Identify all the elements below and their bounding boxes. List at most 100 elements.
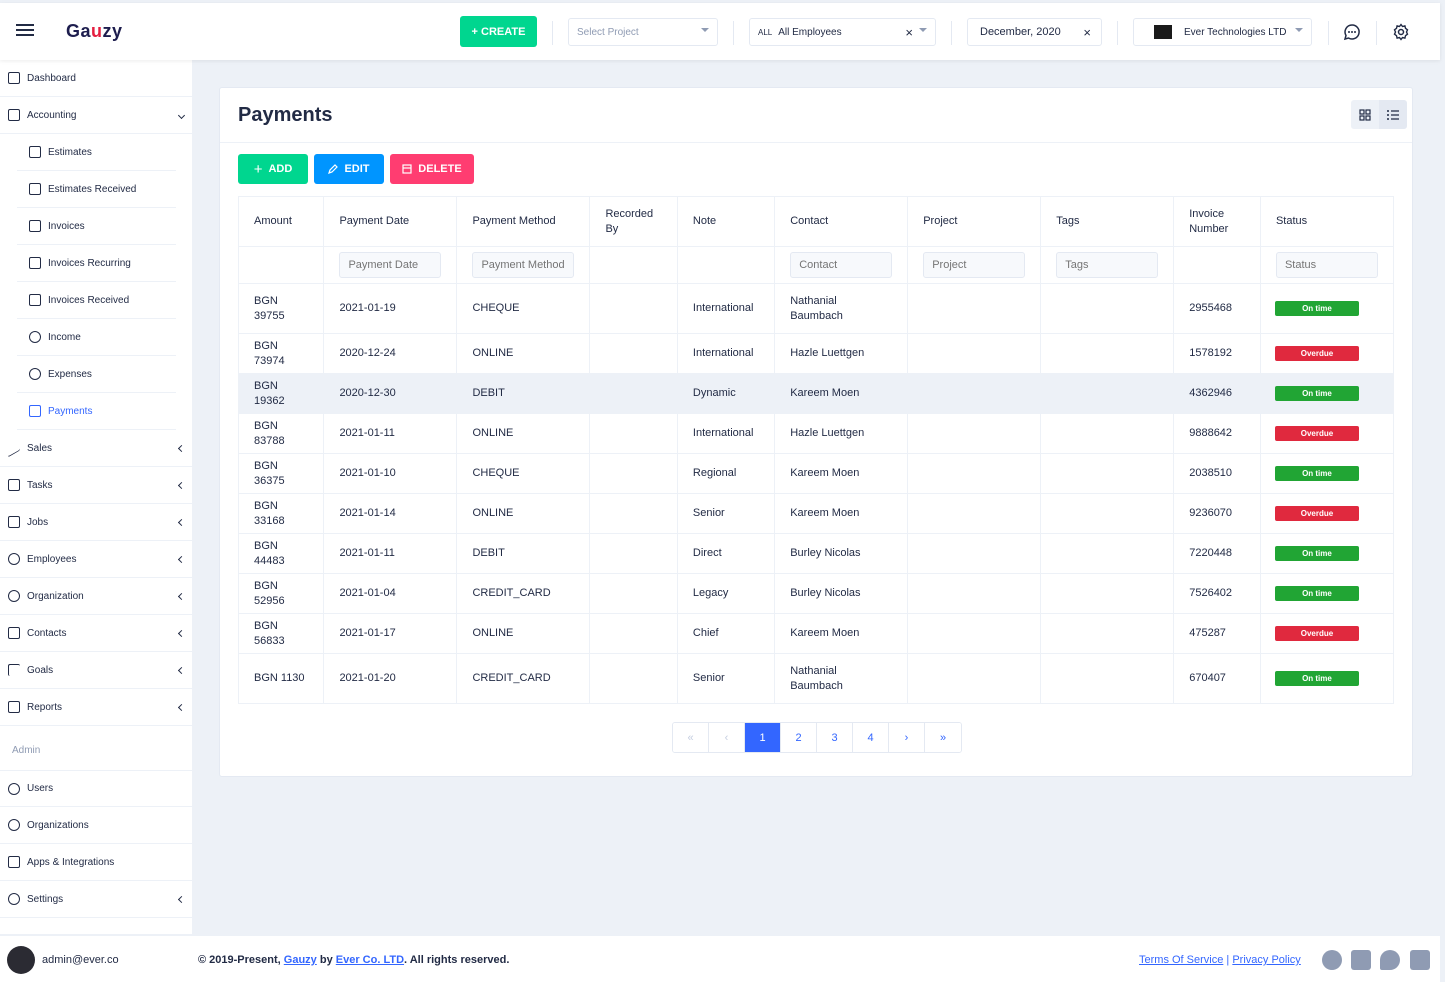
table-row[interactable]: BGN 44483 2021-01-11 DEBIT Direct Burley Nic… [238, 533, 1394, 574]
minus-circle-icon [29, 368, 41, 380]
edit-button[interactable]: EDIT [314, 154, 384, 184]
column-header-payment-method[interactable]: Payment Method [456, 196, 591, 247]
tags-filter[interactable] [1056, 252, 1159, 278]
project-select[interactable]: Select Project [568, 18, 718, 46]
sidebar-item-payments[interactable]: Payments [17, 393, 176, 430]
sidebar-item-goals[interactable]: Goals [0, 652, 192, 689]
sidebar-item-invoices-recurring[interactable]: Invoices Recurring [17, 245, 176, 282]
privacy-link[interactable]: Privacy Policy [1232, 954, 1301, 966]
terms-link[interactable]: Terms Of Service [1139, 954, 1224, 966]
sidebar-item-reports[interactable]: Reports [0, 689, 192, 726]
facebook-icon[interactable] [1351, 950, 1371, 970]
column-header-note[interactable]: Note [677, 196, 776, 247]
copyright-by: by [319, 954, 333, 966]
recorded-by-cell [589, 653, 678, 704]
sidebar-item-apps-integrations[interactable]: Apps & Integrations [0, 844, 192, 881]
logo-text-mark: u [91, 21, 103, 41]
linkedin-icon[interactable] [1410, 950, 1430, 970]
sidebar-item-sales[interactable]: Sales [0, 430, 192, 467]
briefcase-icon [8, 516, 20, 528]
sidebar-item-income[interactable]: Income [17, 319, 176, 356]
sidebar-item-label: Apps & Integrations [27, 856, 115, 868]
sidebar-item-organizations[interactable]: Organizations [0, 807, 192, 844]
amount-cell: BGN 56833 [238, 613, 325, 654]
page-button[interactable]: 4 [853, 723, 889, 752]
next-page-button[interactable]: › [889, 723, 925, 752]
column-header-invoice-number[interactable]: Invoice Number [1173, 196, 1261, 247]
sidebar-item-jobs[interactable]: Jobs [0, 504, 192, 541]
user-email: admin@ever.co [42, 954, 119, 966]
project-filter[interactable] [923, 252, 1026, 278]
ever-co-link[interactable]: Ever Co. LTD [335, 954, 405, 966]
create-button[interactable]: + CREATE [460, 16, 537, 47]
payment-date-filter[interactable] [339, 252, 442, 278]
status-filter[interactable] [1275, 252, 1378, 278]
date-picker[interactable]: December, 2020 × [967, 18, 1102, 46]
sidebar-item-dashboard[interactable]: Dashboard [0, 60, 192, 97]
sidebar-item-settings[interactable]: Settings [0, 881, 192, 918]
github-icon[interactable] [1322, 950, 1342, 970]
chat-icon[interactable] [1343, 23, 1361, 41]
table-row[interactable]: BGN 1130 2021-01-20 CREDIT_CARD Senior Natha… [238, 653, 1394, 704]
delete-button[interactable]: DELETE [390, 154, 474, 184]
contact-cell: Nathanial Baumbach [774, 653, 909, 704]
column-header-contact[interactable]: Contact [774, 196, 909, 247]
last-page-button[interactable]: » [925, 723, 961, 752]
gauzy-link[interactable]: Gauzy [283, 954, 317, 966]
table-row[interactable]: BGN 83788 2021-01-11 ONLINE International Ha… [238, 413, 1394, 454]
list-view-icon[interactable] [1379, 100, 1407, 129]
grid-view-icon[interactable] [1351, 100, 1379, 129]
organization-select[interactable]: Ever Technologies LTD [1133, 18, 1312, 46]
employee-select[interactable]: ALL All Employees × [749, 18, 936, 46]
table-row[interactable]: BGN 73974 2020-12-24 ONLINE International Ha… [238, 333, 1394, 374]
sidebar-item-invoices[interactable]: Invoices [17, 208, 176, 245]
logo[interactable]: Gauzy [66, 21, 123, 42]
table-row[interactable]: BGN 36375 2021-01-10 CHEQUE Regional Kareem … [238, 453, 1394, 494]
project-cell [907, 493, 1042, 534]
sidebar-item-contacts[interactable]: Contacts [0, 615, 192, 652]
table-row[interactable]: BGN 19362 2020-12-30 DEBIT Dynamic Kareem Mo… [238, 373, 1394, 414]
table-row[interactable]: BGN 39755 2021-01-19 CHEQUE International Na… [238, 283, 1394, 334]
twitter-icon[interactable] [1380, 950, 1400, 970]
column-header-amount[interactable]: Amount [238, 196, 325, 247]
clear-date-icon[interactable]: × [1083, 25, 1091, 40]
table-row[interactable]: BGN 33168 2021-01-14 ONLINE Senior Kareem Mo… [238, 493, 1394, 534]
page-title: Payments [238, 104, 333, 126]
menu-icon[interactable] [16, 21, 34, 41]
first-page-button[interactable]: « [673, 723, 709, 752]
add-button[interactable]: + ADD [238, 154, 308, 184]
table-row[interactable]: BGN 52956 2021-01-04 CREDIT_CARD Legacy Burl… [238, 573, 1394, 614]
column-header-tags[interactable]: Tags [1040, 196, 1175, 247]
contact-filter[interactable] [790, 252, 893, 278]
tags-cell [1040, 533, 1175, 574]
invoice-number-cell: 2038510 [1173, 453, 1261, 494]
status-cell: Overdue [1260, 613, 1394, 654]
clear-employee-icon[interactable]: × [905, 25, 913, 40]
page-button[interactable]: 2 [781, 723, 817, 752]
sidebar-item-organization[interactable]: Organization [0, 578, 192, 615]
project-cell [907, 533, 1042, 574]
column-header-project[interactable]: Project [907, 196, 1042, 247]
avatar[interactable] [7, 946, 35, 974]
sidebar-item-estimates[interactable]: Estimates [17, 134, 176, 171]
sidebar-item-tasks[interactable]: Tasks [0, 467, 192, 504]
payment-date-cell: 2021-01-04 [323, 573, 458, 614]
sidebar-item-invoices-received[interactable]: Invoices Received [17, 282, 176, 319]
column-header-recorded-by[interactable]: Recorded By [589, 196, 678, 247]
sidebar-item-expenses[interactable]: Expenses [17, 356, 176, 393]
project-select-placeholder: Select Project [577, 26, 639, 38]
sidebar-item-estimates-received[interactable]: Estimates Received [17, 171, 176, 208]
sidebar-item-accounting[interactable]: Accounting [0, 97, 192, 134]
prev-page-button[interactable]: ‹ [709, 723, 745, 752]
page-button[interactable]: 1 [745, 723, 781, 752]
sidebar-item-employees[interactable]: Employees [0, 541, 192, 578]
page-button[interactable]: 3 [817, 723, 853, 752]
note-cell: Chief [677, 613, 776, 654]
gear-icon[interactable] [1392, 23, 1410, 41]
payment-method-filter[interactable] [472, 252, 575, 278]
sidebar-item-users[interactable]: Users [0, 770, 192, 807]
sidebar-item-label: Settings [27, 893, 64, 905]
column-header-status[interactable]: Status [1260, 196, 1394, 247]
column-header-payment-date[interactable]: Payment Date [323, 196, 458, 247]
table-row[interactable]: BGN 56833 2021-01-17 ONLINE Chief Kareem Moe… [238, 613, 1394, 654]
